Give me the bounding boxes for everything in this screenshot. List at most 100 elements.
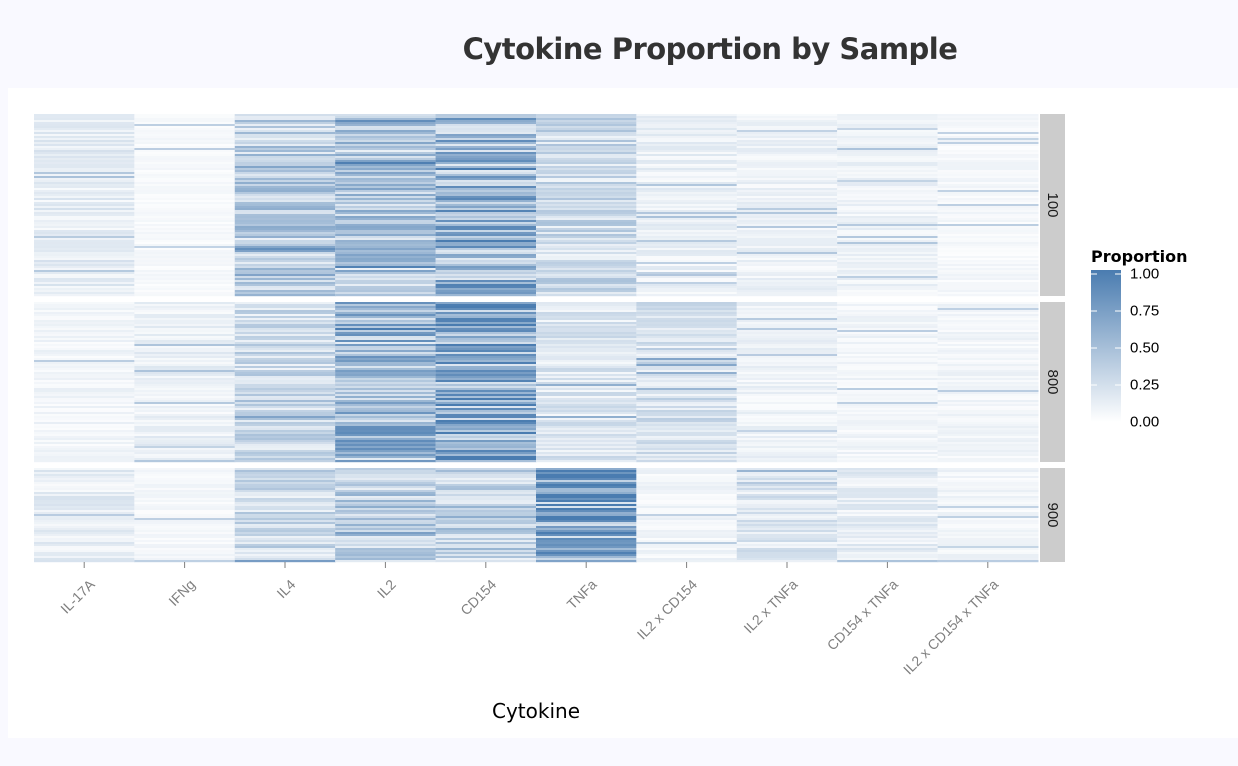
heatmap-cell (435, 376, 537, 379)
heatmap-cell (335, 358, 437, 361)
heatmap-cell (134, 282, 236, 285)
heatmap-cell (134, 488, 236, 491)
heatmap-cell (736, 248, 838, 251)
heatmap-cell (335, 532, 437, 535)
heatmap-cell (335, 142, 437, 145)
heatmap-cell (636, 250, 738, 253)
heatmap-cell (34, 376, 135, 379)
heatmap-cell (435, 136, 537, 139)
heatmap-cell (636, 170, 738, 173)
heatmap-cell (736, 206, 838, 209)
heatmap-cell (937, 234, 1039, 237)
heatmap-cell (34, 210, 135, 213)
heatmap-cell (435, 476, 537, 479)
heatmap-cell (937, 476, 1039, 479)
heatmap-cell (234, 386, 336, 389)
heatmap-cell (335, 306, 437, 309)
heatmap-cell (335, 140, 437, 143)
heatmap-cell (536, 398, 637, 401)
heatmap-cell (34, 386, 135, 389)
heatmap-cell (536, 414, 637, 417)
heatmap-cell (234, 266, 336, 269)
heatmap-cell (937, 480, 1039, 483)
heatmap-cell (736, 164, 838, 167)
heatmap-cell (335, 480, 437, 483)
heatmap-cell (335, 200, 437, 203)
heatmap-cell (335, 398, 437, 401)
heatmap-cell (134, 286, 236, 289)
heatmap-cell (34, 184, 135, 187)
heatmap-cell (837, 310, 939, 313)
heatmap-cell (937, 348, 1039, 351)
heatmap-cell (636, 196, 738, 199)
heatmap-cell (636, 452, 738, 455)
heatmap-cell (536, 212, 637, 215)
heatmap-cell (636, 316, 738, 319)
heatmap-cell (134, 484, 236, 487)
heatmap-cell (636, 272, 738, 275)
heatmap-cell (34, 526, 135, 529)
heatmap-cell (435, 446, 537, 449)
heatmap-cell (435, 444, 537, 447)
heatmap-cell (636, 174, 738, 177)
heatmap-cell (234, 392, 336, 395)
heatmap-cell (636, 328, 738, 331)
heatmap-cell (937, 376, 1039, 379)
heatmap-cell (636, 476, 738, 479)
heatmap-cell (34, 420, 135, 423)
heatmap-cell (937, 134, 1039, 137)
heatmap-cell (736, 434, 838, 437)
heatmap-cell (134, 220, 236, 223)
heatmap-cell (536, 254, 637, 257)
heatmap-cell (536, 516, 637, 519)
heatmap-cell (736, 116, 838, 119)
heatmap-cell (234, 560, 336, 563)
heatmap-cell (34, 156, 135, 159)
heatmap-cell (636, 552, 738, 555)
heatmap-cell (536, 210, 637, 213)
heatmap-cell (837, 324, 939, 327)
heatmap-cell (435, 198, 537, 201)
heatmap-cell (34, 126, 135, 129)
heatmap-cell (837, 508, 939, 511)
heatmap-column (536, 302, 637, 463)
heatmap-cell (937, 334, 1039, 337)
heatmap-cell (837, 486, 939, 489)
heatmap-cell (34, 430, 135, 433)
heatmap-cell (234, 198, 336, 201)
heatmap-cell (134, 242, 236, 245)
heatmap-cell (837, 140, 939, 143)
heatmap-cell (335, 224, 437, 227)
heatmap-cell (536, 236, 637, 239)
heatmap-cell (636, 244, 738, 247)
heatmap-cell (636, 286, 738, 289)
heatmap-cell (335, 370, 437, 373)
heatmap-cell (536, 302, 637, 305)
legend-colorbar (1091, 270, 1121, 422)
heatmap-cell (636, 426, 738, 429)
heatmap-cell (536, 246, 637, 249)
heatmap-cell (335, 556, 437, 559)
heatmap-cell (34, 558, 135, 561)
heatmap-cell (335, 202, 437, 205)
heatmap-cell (937, 198, 1039, 201)
heatmap-cell (536, 460, 637, 463)
heatmap-cell (937, 392, 1039, 395)
heatmap-cell (435, 254, 537, 257)
heatmap-cell (134, 306, 236, 309)
heatmap-cell (536, 378, 637, 381)
heatmap-cell (134, 486, 236, 489)
heatmap-cell (335, 382, 437, 385)
heatmap-cell (134, 350, 236, 353)
heatmap-cell (736, 470, 838, 473)
heatmap-cell (234, 318, 336, 321)
heatmap-cell (335, 222, 437, 225)
heatmap-cell (435, 522, 537, 525)
heatmap-cell (134, 522, 236, 525)
heatmap-cell (937, 342, 1039, 345)
heatmap-cell (837, 506, 939, 509)
heatmap-cell (937, 116, 1039, 119)
heatmap-cell (837, 426, 939, 429)
heatmap-cell (435, 242, 537, 245)
heatmap-cell (134, 316, 236, 319)
